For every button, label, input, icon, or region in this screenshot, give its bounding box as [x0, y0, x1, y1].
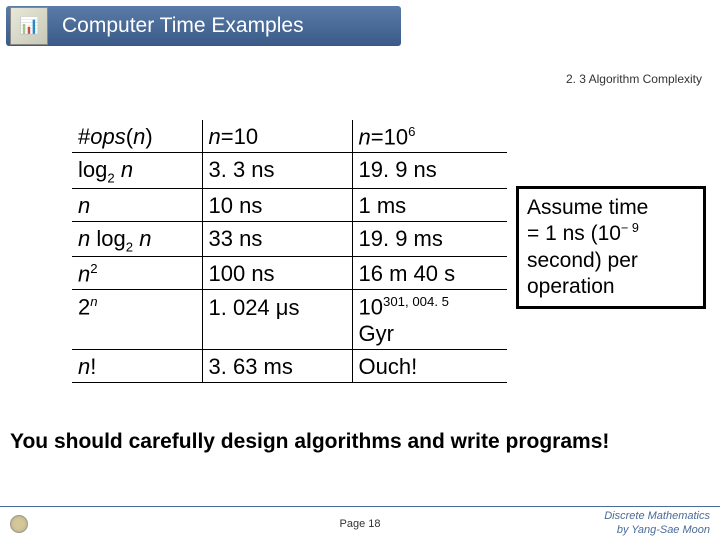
table-row: 2n 1. 024 μs 10301, 004. 5Gyr	[72, 290, 507, 349]
n1m-cell: 10301, 004. 5Gyr	[352, 290, 507, 349]
n1m-cell: 19. 9 ms	[352, 221, 507, 256]
n1m-cell: Ouch!	[352, 349, 507, 382]
title-bar: Computer Time Examples	[6, 6, 401, 46]
footer-logo-area	[10, 515, 28, 533]
n10-cell: 10 ns	[202, 188, 352, 221]
n1m-cell: 19. 9 ns	[352, 153, 507, 188]
table-row: n2 100 ns 16 m 40 s	[72, 257, 507, 290]
footer-credits: Discrete Mathematics by Yang-Sae Moon	[604, 510, 710, 536]
table-row: n 10 ns 1 ms	[72, 188, 507, 221]
page-number: Page 18	[340, 518, 381, 530]
assumption-note: Assume time = 1 ns (10− 9 second) per op…	[516, 186, 706, 309]
n10-cell: 100 ns	[202, 257, 352, 290]
ops-cell: n log2 n	[72, 221, 202, 256]
slide-title: Computer Time Examples	[62, 14, 304, 38]
col1-header: #ops(n)	[72, 120, 202, 153]
advice-text: You should carefully design algorithms a…	[10, 430, 710, 454]
table-row: log2 n 3. 3 ns 19. 9 ns	[72, 153, 507, 188]
ops-cell: n!	[72, 349, 202, 382]
col2-header: n=10	[202, 120, 352, 153]
col3-header: n=106	[352, 120, 507, 153]
ops-cell: 2n	[72, 290, 202, 349]
table-row: n log2 n 33 ns 19. 9 ms	[72, 221, 507, 256]
complexity-table: #ops(n) n=10 n=106 log2 n 3. 3 ns 19. 9 …	[72, 120, 507, 383]
n10-cell: 33 ns	[202, 221, 352, 256]
n10-cell: 3. 3 ns	[202, 153, 352, 188]
n10-cell: 3. 63 ms	[202, 349, 352, 382]
footer: Page 18 Discrete Mathematics by Yang-Sae…	[0, 506, 720, 540]
section-label: 2. 3 Algorithm Complexity	[566, 72, 702, 86]
n1m-cell: 16 m 40 s	[352, 257, 507, 290]
n10-cell: 1. 024 μs	[202, 290, 352, 349]
table-header-row: #ops(n) n=10 n=106	[72, 120, 507, 153]
n1m-cell: 1 ms	[352, 188, 507, 221]
ops-cell: n	[72, 188, 202, 221]
table-row: n! 3. 63 ms Ouch!	[72, 349, 507, 382]
ops-cell: log2 n	[72, 153, 202, 188]
ops-cell: n2	[72, 257, 202, 290]
slide-icon	[10, 7, 48, 45]
university-logo-icon	[10, 515, 28, 533]
